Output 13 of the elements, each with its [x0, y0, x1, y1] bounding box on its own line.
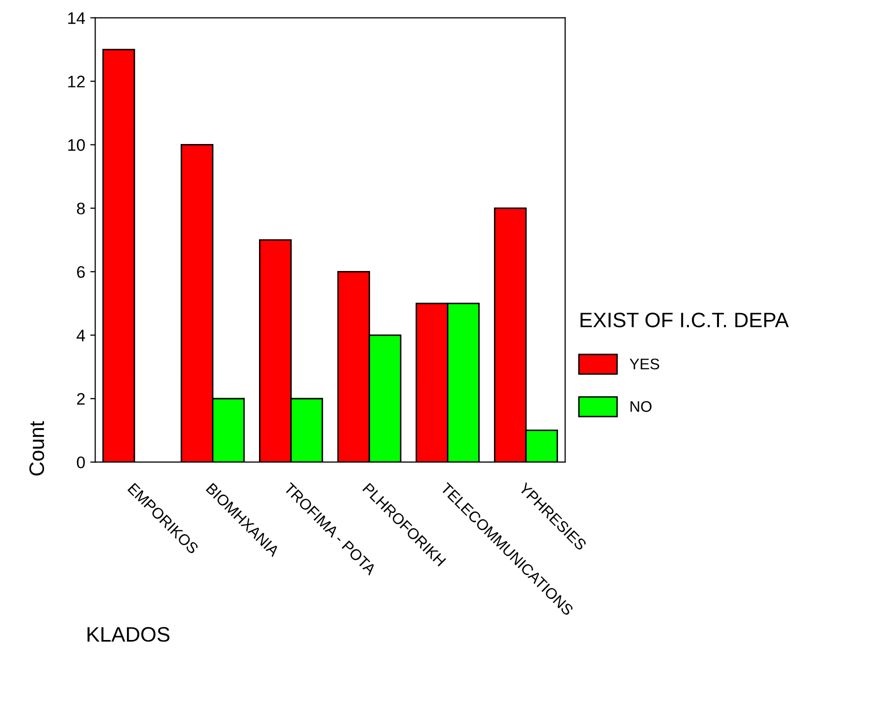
- y-tick-label: 10: [68, 139, 85, 151]
- y-tick-label: 14: [68, 12, 86, 24]
- y-tick-label: 0: [76, 456, 85, 468]
- x-axis-title: KLADOS: [88, 627, 170, 642]
- legend-label: YES: [630, 358, 660, 370]
- y-tick-label: 12: [68, 76, 85, 88]
- y-tick-label: 6: [77, 266, 85, 278]
- y-tick-label: 8: [76, 202, 85, 214]
- legend-title: EXIST OF I.C.T. DEPA: [580, 312, 789, 328]
- y-tick-label: 4: [76, 330, 86, 342]
- y-tick-label: 2: [77, 393, 85, 405]
- y-axis-title: Count: [29, 421, 44, 476]
- legend-label: NO: [630, 401, 652, 412]
